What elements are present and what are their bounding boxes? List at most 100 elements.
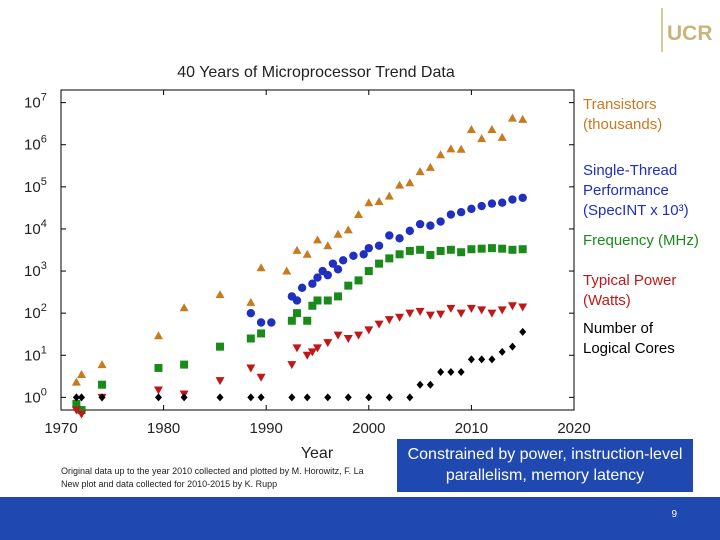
credit-line-2: New plot and data collected for 2010-201… (61, 479, 278, 489)
data-point (77, 406, 86, 415)
legend-line: Number of (583, 320, 654, 337)
data-point (405, 309, 415, 318)
y-tick-label: 104 (24, 218, 47, 238)
data-point (426, 221, 435, 230)
data-point (287, 361, 297, 370)
ucr-logo: UCR (661, 8, 713, 52)
y-tick-exponent: 7 (41, 92, 47, 104)
data-point (416, 380, 424, 389)
data-point (508, 195, 517, 204)
y-tick-label: 107 (24, 92, 47, 112)
data-point (71, 377, 81, 386)
data-point (466, 304, 476, 313)
data-point (72, 399, 81, 408)
data-point (497, 306, 507, 315)
data-point (375, 259, 384, 268)
y-tick-label: 102 (24, 302, 47, 322)
data-point (324, 393, 332, 402)
y-tick-base: 10 (24, 305, 41, 322)
x-tick-label: 2010 (455, 420, 488, 437)
data-point (406, 393, 414, 402)
data-point (518, 114, 528, 123)
data-point (77, 410, 87, 419)
data-point (507, 113, 517, 122)
data-point (498, 244, 507, 253)
data-point (395, 313, 405, 322)
data-point (307, 348, 317, 357)
data-point (179, 303, 189, 312)
data-point (267, 318, 276, 327)
data-point (384, 191, 394, 200)
data-point (323, 339, 333, 348)
y-tick-base: 10 (24, 95, 41, 112)
data-point (456, 144, 466, 153)
data-point (374, 196, 384, 205)
data-point (246, 334, 255, 343)
data-point (349, 251, 358, 261)
legend-line: Logical Cores (583, 340, 675, 357)
legend-line: (Watts) (583, 292, 631, 309)
data-point (154, 393, 162, 402)
data-point (508, 245, 517, 254)
data-point (297, 283, 307, 293)
data-point (308, 301, 317, 310)
data-point (446, 210, 456, 219)
data-point (216, 342, 225, 351)
data-point (292, 309, 301, 318)
data-point (354, 276, 363, 285)
data-point (415, 219, 425, 229)
data-point (247, 393, 255, 402)
data-point (292, 344, 302, 353)
y-tick-exponent: 4 (41, 218, 47, 230)
legend-line: Performance (583, 182, 669, 199)
data-point (436, 246, 445, 255)
chart-title: 40 Years of Microprocessor Trend Data (177, 64, 455, 81)
data-point (313, 296, 322, 305)
y-tick-exponent: 0 (41, 386, 47, 398)
data-point (180, 393, 188, 402)
data-point (436, 150, 446, 159)
data-point (292, 296, 302, 305)
data-point (246, 364, 256, 373)
data-point (354, 210, 364, 219)
data-point (180, 360, 189, 369)
data-point (508, 342, 516, 351)
data-point (415, 307, 425, 316)
data-point (98, 393, 106, 402)
data-point (215, 290, 225, 299)
y-tick-exponent: 3 (41, 260, 47, 272)
data-point (302, 249, 312, 258)
data-point (518, 245, 527, 254)
callout-text: Constrained by power, instruction-level … (407, 446, 683, 484)
y-tick-label: 103 (24, 260, 47, 280)
data-point (313, 273, 322, 282)
data-point (308, 279, 317, 288)
data-point (256, 318, 266, 327)
legend-entry: Typical Power (Watts) (583, 272, 676, 309)
y-tick-exponent: 1 (41, 344, 47, 356)
data-point (153, 331, 163, 340)
series-0 (71, 113, 528, 386)
data-point (303, 393, 311, 402)
data-point (282, 266, 292, 275)
legend-line: Typical Power (583, 272, 676, 289)
data-point (487, 244, 496, 253)
legend-line: Single-Thread (583, 162, 677, 179)
data-point (365, 393, 373, 402)
legend: Transistors (thousands) Single-Thread Perfo… (583, 96, 699, 357)
legend-line: (thousands) (583, 116, 662, 133)
legend-entry: Single-Thread Performance (SpecINT x 10³) (583, 162, 689, 219)
series-2 (72, 244, 527, 415)
data-point (467, 355, 475, 364)
data-point (323, 270, 332, 280)
x-axis-ticks: 1970 1980 1990 2000 2010 2020 (44, 90, 591, 437)
x-tick-label: 1990 (250, 420, 283, 437)
data-point (364, 243, 373, 253)
x-tick-label: 1980 (147, 420, 180, 437)
data-point (405, 178, 415, 187)
callout-box: Constrained by power, instruction-level … (397, 439, 693, 492)
data-point (364, 198, 374, 207)
y-tick-label: 100 (24, 386, 47, 406)
data-point (507, 302, 517, 311)
